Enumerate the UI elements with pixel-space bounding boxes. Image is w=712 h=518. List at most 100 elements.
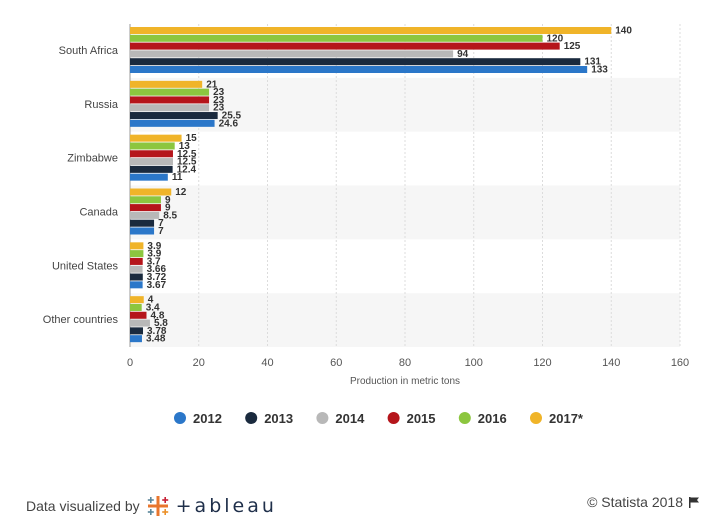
data-label: 3.48: [146, 334, 166, 345]
legend-item-2012[interactable]: 2012: [174, 411, 222, 426]
bar-2012-2[interactable]: [130, 173, 168, 181]
bar-2014-4[interactable]: [130, 265, 143, 273]
bar-2017-1[interactable]: [130, 80, 203, 88]
bar-2016-1[interactable]: [130, 88, 210, 96]
bar-2015-3[interactable]: [130, 204, 161, 212]
category-label: Canada: [79, 207, 118, 219]
bar-2015-2[interactable]: [130, 150, 173, 158]
data-label: 21: [206, 79, 218, 90]
bar-2016-0[interactable]: [130, 34, 543, 42]
bar-2013-2[interactable]: [130, 165, 173, 173]
data-label: 140: [615, 26, 632, 37]
copyright-text: © Statista 2018: [587, 494, 683, 510]
data-label: 4.8: [151, 310, 165, 321]
bar-2014-5[interactable]: [130, 319, 150, 327]
legend-label: 2014: [335, 411, 365, 426]
bar-2016-2[interactable]: [130, 142, 175, 150]
legend-label: 2016: [478, 411, 507, 426]
legend-label: 2015: [407, 411, 436, 426]
data-label: 12.5: [177, 149, 197, 160]
data-label: 5.8: [154, 318, 168, 329]
data-label: 4: [148, 295, 154, 306]
data-label: 120: [547, 33, 564, 44]
data-label: 12.5: [177, 157, 197, 168]
legend-swatch: [387, 412, 400, 424]
legend-label: 2013: [264, 411, 293, 426]
data-label: 9: [165, 195, 171, 206]
legend-swatch: [316, 412, 329, 424]
legend-label: 2017*: [549, 411, 584, 426]
bar-2014-1[interactable]: [130, 104, 210, 112]
category-label: United States: [52, 260, 119, 272]
x-tick-label: 140: [602, 357, 620, 369]
data-label: 3.78: [147, 326, 167, 337]
legend-item-2016[interactable]: 2016: [458, 411, 507, 426]
bar-2015-0[interactable]: [130, 42, 560, 50]
data-label: 125: [564, 41, 581, 52]
data-label: 8.5: [163, 210, 177, 221]
category-label: Zimbabwe: [67, 153, 118, 165]
data-label: 7: [158, 218, 164, 229]
data-label: 3.7: [147, 256, 161, 267]
data-label: 23: [213, 87, 225, 98]
data-label: 3.66: [147, 264, 167, 275]
data-label: 7: [158, 226, 164, 237]
bar-2012-3[interactable]: [130, 227, 155, 235]
data-label: 12: [175, 187, 187, 198]
bar-2015-5[interactable]: [130, 311, 147, 319]
footer-copyright: © Statista 2018: [587, 494, 700, 510]
data-label: 24.6: [219, 118, 239, 129]
bar-2014-2[interactable]: [130, 158, 173, 166]
data-label: 3.9: [147, 241, 161, 252]
category-label: South Africa: [59, 45, 119, 57]
bar-2012-4[interactable]: [130, 281, 143, 289]
x-tick-label: 80: [399, 357, 411, 369]
bar-2014-0[interactable]: [130, 50, 454, 58]
data-label: 23: [213, 103, 225, 114]
bar-2016-4[interactable]: [130, 250, 144, 258]
tableau-wordmark: +ableau: [175, 495, 277, 517]
bar-2013-0[interactable]: [130, 58, 581, 66]
data-label: 12.4: [177, 164, 197, 175]
legend-swatch: [530, 412, 542, 424]
legend-item-2014[interactable]: 2014: [316, 411, 365, 426]
category-label: Russia: [84, 99, 119, 111]
data-label: 23: [213, 95, 225, 106]
data-label: 15: [186, 133, 198, 144]
bar-2017-0[interactable]: [130, 27, 612, 34]
bar-2013-3[interactable]: [130, 219, 155, 227]
legend-swatch: [458, 412, 471, 424]
legend-label: 2012: [193, 411, 222, 426]
x-tick-label: 100: [465, 357, 483, 369]
bar-2015-1[interactable]: [130, 96, 210, 104]
bar-2017-5[interactable]: [130, 296, 144, 304]
data-label: 3.72: [147, 272, 167, 283]
data-label: 133: [591, 65, 608, 76]
legend-item-2015[interactable]: 2015: [387, 411, 436, 426]
data-label: 3.9: [147, 249, 161, 260]
legend-item-2017[interactable]: 2017*: [530, 411, 584, 426]
data-label: 13: [179, 141, 191, 152]
category-label: Other countries: [43, 314, 119, 326]
bar-2013-5[interactable]: [130, 327, 143, 335]
x-tick-label: 40: [261, 357, 273, 369]
bar-2013-1[interactable]: [130, 112, 218, 120]
x-tick-label: 20: [193, 357, 205, 369]
bar-2012-1[interactable]: [130, 119, 215, 127]
bar-2012-5[interactable]: [130, 335, 142, 343]
flag-icon[interactable]: [689, 496, 700, 508]
bar-2013-4[interactable]: [130, 273, 143, 281]
bar-2012-0[interactable]: [130, 66, 588, 73]
bar-2017-2[interactable]: [130, 134, 182, 142]
bar-2015-4[interactable]: [130, 257, 143, 265]
bar-2017-3[interactable]: [130, 188, 172, 196]
x-tick-label: 0: [127, 357, 133, 369]
x-tick-label: 60: [330, 357, 342, 369]
bar-2014-3[interactable]: [130, 211, 160, 219]
bar-2016-5[interactable]: [130, 303, 142, 311]
tableau-cross-logo-icon: [147, 496, 168, 516]
bar-2017-4[interactable]: [130, 242, 144, 250]
legend-item-2013[interactable]: 2013: [245, 411, 293, 426]
data-label: 3.4: [146, 302, 160, 313]
bar-2016-3[interactable]: [130, 196, 161, 204]
